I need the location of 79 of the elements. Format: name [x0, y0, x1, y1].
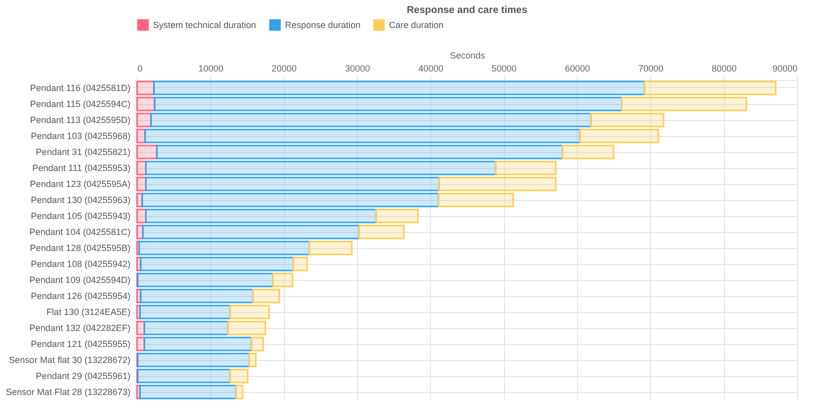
bar: [150, 112, 592, 128]
y-tick-label: Pendant 103 (04255968): [30, 131, 130, 141]
y-tick-label: Pendant 29 (04255961): [36, 371, 130, 381]
bar: [438, 176, 556, 192]
bar: [142, 224, 360, 240]
x-axis-title: Seconds: [450, 50, 486, 60]
bar: [272, 272, 294, 288]
chart-title: Response and care times: [406, 5, 528, 16]
bar: [136, 144, 158, 160]
bar: [308, 240, 353, 256]
x-tick-label: 40000: [418, 64, 444, 74]
bar: [227, 320, 266, 336]
bar: [590, 112, 664, 128]
y-tick-label: Pendant 105 (04255943): [30, 211, 130, 221]
y-tick-label: Pendant 113 (0425595D): [30, 115, 130, 125]
y-tick-label: Pendant 104 (0425581C): [29, 227, 130, 237]
bar: [144, 336, 252, 352]
y-tick-label: Pendant 108 (04255942): [30, 259, 130, 269]
y-tick-label: Pendant 109 (0425594D): [29, 275, 130, 285]
bar: [138, 240, 310, 256]
x-tick-label: 30000: [344, 64, 370, 74]
bar: [494, 160, 556, 176]
x-tick-label: 0: [138, 64, 143, 74]
x-tick-label: 10000: [198, 64, 224, 74]
x-tick-label: 50000: [492, 64, 517, 74]
bar: [144, 128, 581, 144]
bar: [144, 320, 229, 336]
x-tick-label: 20000: [272, 64, 297, 74]
bar: [292, 256, 308, 272]
bar: [620, 96, 748, 112]
bar: [438, 192, 514, 208]
bar: [229, 368, 248, 384]
bar: [154, 96, 622, 112]
bar: [136, 80, 155, 96]
bar: [141, 192, 440, 208]
bar: [139, 304, 231, 320]
bar: [579, 128, 660, 144]
bar: [153, 80, 646, 96]
bar: [252, 288, 280, 304]
y-tick-label: Sensor Mat flat 30 (13228672): [8, 355, 130, 365]
y-tick-label: Flat 130 (3124EA5E): [46, 307, 130, 317]
bar: [136, 96, 156, 112]
x-tick-label: 80000: [712, 64, 737, 74]
bar: [250, 336, 264, 352]
y-tick-label: Pendant 126 (04255954): [30, 291, 130, 301]
bar: [140, 288, 254, 304]
x-tick-label: 70000: [638, 64, 664, 74]
bar: [136, 368, 231, 384]
bar: [358, 224, 405, 240]
bar: [136, 272, 274, 288]
bar: [644, 80, 776, 96]
y-tick-label: Pendant 31 (04255821): [36, 147, 130, 157]
bar: [156, 144, 564, 160]
bar: [136, 112, 152, 128]
bar: [145, 208, 377, 224]
y-tick-label: Pendant 116 (0425581D): [30, 83, 130, 93]
y-tick-label: Pendant 128 (0425595B): [30, 243, 130, 253]
legend-label: Response duration: [285, 20, 361, 30]
bar: [248, 352, 257, 368]
y-tick-label: Sensor Mat Flat 28 (13228673): [6, 387, 130, 397]
legend-label: Care duration: [389, 20, 444, 30]
bar: [139, 384, 237, 400]
bar: [136, 352, 250, 368]
y-tick-label: Pendant 132 (042282EF): [29, 323, 130, 333]
y-tick-label: Pendant 130 (04255963): [30, 195, 130, 205]
y-tick-label: Pendant 115 (0425594C): [30, 99, 130, 109]
x-tick-label: 90000: [772, 64, 798, 74]
bar: [145, 176, 440, 192]
legend-label: System technical duration: [153, 20, 256, 30]
bar: [145, 160, 496, 176]
y-tick-label: Pendant 111 (04255953): [32, 163, 130, 173]
bar: [229, 304, 270, 320]
bar: [375, 208, 419, 224]
x-tick-label: 60000: [564, 64, 590, 74]
y-tick-label: Pendant 123 (0425595A): [30, 179, 130, 189]
bar: [235, 384, 244, 400]
y-tick-label: Pendant 121 (04255955): [30, 339, 130, 349]
bar: [562, 144, 614, 160]
bar: [140, 256, 294, 272]
